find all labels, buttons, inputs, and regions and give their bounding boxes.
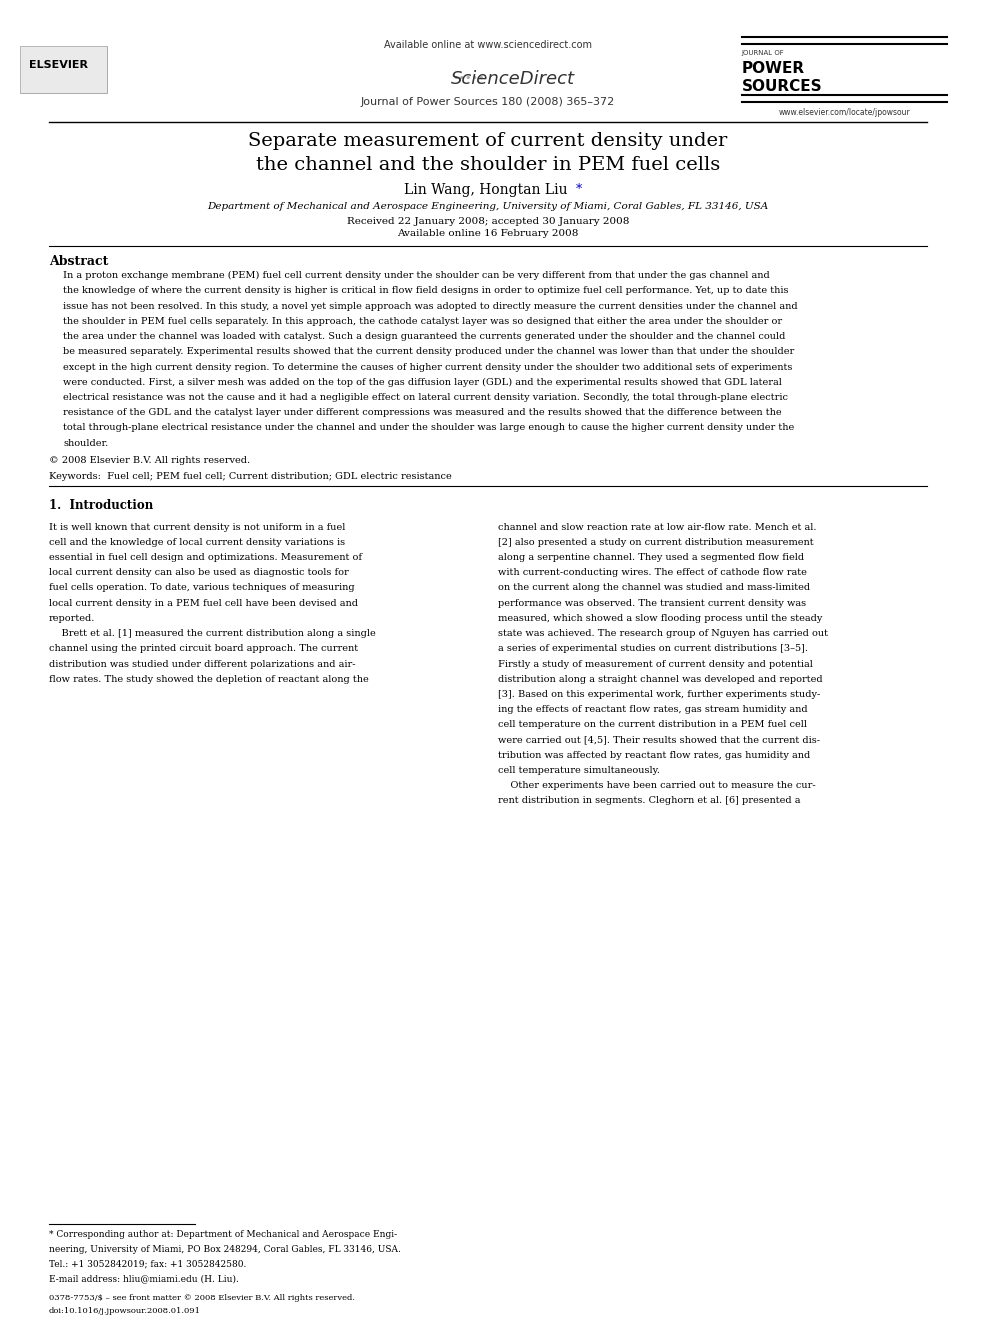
- Text: channel using the printed circuit board approach. The current: channel using the printed circuit board …: [49, 644, 358, 654]
- Text: Department of Mechanical and Aerospace Engineering, University of Miami, Coral G: Department of Mechanical and Aerospace E…: [207, 202, 769, 212]
- Text: be measured separately. Experimental results showed that the current density pro: be measured separately. Experimental res…: [63, 347, 795, 356]
- Bar: [20, 46, 107, 93]
- Text: a series of experimental studies on current distributions [3–5].: a series of experimental studies on curr…: [498, 644, 807, 654]
- Text: channel and slow reaction rate at low air-flow rate. Mench et al.: channel and slow reaction rate at low ai…: [498, 523, 816, 532]
- Bar: [20, 46, 107, 93]
- Text: ScienceDirect: ScienceDirect: [450, 70, 574, 89]
- Text: Lin Wang, Hongtan Liu: Lin Wang, Hongtan Liu: [404, 183, 572, 197]
- Text: SOURCES: SOURCES: [742, 79, 822, 94]
- Text: with current-conducting wires. The effect of cathode flow rate: with current-conducting wires. The effec…: [498, 568, 806, 577]
- Text: Available online at www.sciencedirect.com: Available online at www.sciencedirect.co…: [384, 40, 592, 50]
- Text: local current density in a PEM fuel cell have been devised and: local current density in a PEM fuel cell…: [49, 598, 358, 607]
- Text: ELSEVIER: ELSEVIER: [29, 60, 88, 70]
- Text: tribution was affected by reactant flow rates, gas humidity and: tribution was affected by reactant flow …: [498, 750, 810, 759]
- Text: Tel.: +1 3052842019; fax: +1 3052842580.: Tel.: +1 3052842019; fax: +1 3052842580.: [49, 1259, 246, 1269]
- Text: * Corresponding author at: Department of Mechanical and Aerospace Engi-: * Corresponding author at: Department of…: [49, 1230, 397, 1240]
- Text: [3]. Based on this experimental work, further experiments study-: [3]. Based on this experimental work, fu…: [498, 689, 820, 699]
- Text: the knowledge of where the current density is higher is critical in flow field d: the knowledge of where the current densi…: [63, 286, 789, 295]
- Text: Firstly a study of measurement of current density and potential: Firstly a study of measurement of curren…: [498, 659, 812, 668]
- Text: fuel cells operation. To date, various techniques of measuring: fuel cells operation. To date, various t…: [49, 583, 354, 593]
- Text: cell temperature simultaneously.: cell temperature simultaneously.: [498, 766, 660, 775]
- Text: neering, University of Miami, PO Box 248294, Coral Gables, FL 33146, USA.: neering, University of Miami, PO Box 248…: [49, 1245, 401, 1254]
- Text: distribution along a straight channel was developed and reported: distribution along a straight channel wa…: [498, 675, 822, 684]
- Text: issue has not been resolved. In this study, a novel yet simple approach was adop: issue has not been resolved. In this stu…: [63, 302, 799, 311]
- Text: performance was observed. The transient current density was: performance was observed. The transient …: [498, 598, 806, 607]
- Text: shoulder.: shoulder.: [63, 438, 109, 447]
- Text: resistance of the GDL and the catalyst layer under different compressions was me: resistance of the GDL and the catalyst l…: [63, 407, 782, 417]
- Text: state was achieved. The research group of Nguyen has carried out: state was achieved. The research group o…: [498, 628, 828, 638]
- Text: essential in fuel cell design and optimizations. Measurement of: essential in fuel cell design and optimi…: [49, 553, 362, 562]
- Text: were carried out [4,5]. Their results showed that the current dis-: were carried out [4,5]. Their results sh…: [498, 736, 819, 745]
- Text: Received 22 January 2008; accepted 30 January 2008: Received 22 January 2008; accepted 30 Ja…: [347, 217, 629, 226]
- Text: the shoulder in PEM fuel cells separately. In this approach, the cathode catalys: the shoulder in PEM fuel cells separatel…: [63, 316, 783, 325]
- Text: Keywords:  Fuel cell; PEM fuel cell; Current distribution; GDL electric resistan: Keywords: Fuel cell; PEM fuel cell; Curr…: [49, 472, 451, 482]
- Text: were conducted. First, a silver mesh was added on the top of the gas diffusion l: were conducted. First, a silver mesh was…: [63, 377, 783, 386]
- Text: [2] also presented a study on current distribution measurement: [2] also presented a study on current di…: [498, 537, 813, 546]
- Text: distribution was studied under different polarizations and air-: distribution was studied under different…: [49, 659, 355, 668]
- Text: the area under the channel was loaded with catalyst. Such a design guaranteed th: the area under the channel was loaded wi…: [63, 332, 786, 341]
- Text: except in the high current density region. To determine the causes of higher cur: except in the high current density regio…: [63, 363, 793, 372]
- Text: 1.  Introduction: 1. Introduction: [49, 499, 153, 512]
- Text: cell temperature on the current distribution in a PEM fuel cell: cell temperature on the current distribu…: [498, 720, 806, 729]
- Text: rent distribution in segments. Cleghorn et al. [6] presented a: rent distribution in segments. Cleghorn …: [498, 796, 801, 806]
- Text: doi:10.1016/j.jpowsour.2008.01.091: doi:10.1016/j.jpowsour.2008.01.091: [49, 1307, 200, 1315]
- Text: In a proton exchange membrane (PEM) fuel cell current density under the shoulder: In a proton exchange membrane (PEM) fuel…: [63, 271, 770, 280]
- Text: Other experiments have been carried out to measure the cur-: Other experiments have been carried out …: [498, 781, 815, 790]
- Text: 0378-7753/$ – see front matter © 2008 Elsevier B.V. All rights reserved.: 0378-7753/$ – see front matter © 2008 El…: [49, 1294, 355, 1302]
- Text: electrical resistance was not the cause and it had a negligible effect on latera: electrical resistance was not the cause …: [63, 393, 789, 402]
- Text: •••••: •••••: [452, 73, 485, 83]
- Text: JOURNAL OF: JOURNAL OF: [742, 50, 785, 57]
- Text: © 2008 Elsevier B.V. All rights reserved.: © 2008 Elsevier B.V. All rights reserved…: [49, 456, 250, 466]
- Text: flow rates. The study showed the depletion of reactant along the: flow rates. The study showed the depleti…: [49, 675, 369, 684]
- Text: local current density can also be used as diagnostic tools for: local current density can also be used a…: [49, 568, 348, 577]
- Text: Brett et al. [1] measured the current distribution along a single: Brett et al. [1] measured the current di…: [49, 628, 376, 638]
- Text: on the current along the channel was studied and mass-limited: on the current along the channel was stu…: [498, 583, 810, 593]
- Text: cell and the knowledge of local current density variations is: cell and the knowledge of local current …: [49, 537, 345, 546]
- Text: Available online 16 February 2008: Available online 16 February 2008: [398, 229, 578, 238]
- Text: measured, which showed a slow flooding process until the steady: measured, which showed a slow flooding p…: [498, 614, 822, 623]
- Text: Abstract: Abstract: [49, 255, 108, 269]
- Text: It is well known that current density is not uniform in a fuel: It is well known that current density is…: [49, 523, 345, 532]
- Text: www.elsevier.com/locate/jpowsour: www.elsevier.com/locate/jpowsour: [779, 108, 911, 118]
- Text: total through-plane electrical resistance under the channel and under the should: total through-plane electrical resistanc…: [63, 423, 795, 433]
- Text: Separate measurement of current density under
the channel and the shoulder in PE: Separate measurement of current density …: [248, 132, 728, 173]
- Text: ing the effects of reactant flow rates, gas stream humidity and: ing the effects of reactant flow rates, …: [498, 705, 807, 714]
- Text: POWER: POWER: [742, 61, 806, 75]
- Text: reported.: reported.: [49, 614, 95, 623]
- Text: along a serpentine channel. They used a segmented flow field: along a serpentine channel. They used a …: [498, 553, 804, 562]
- Text: Journal of Power Sources 180 (2008) 365–372: Journal of Power Sources 180 (2008) 365–…: [361, 97, 615, 107]
- Text: *: *: [576, 183, 582, 196]
- Text: E-mail address: hliu@miami.edu (H. Liu).: E-mail address: hliu@miami.edu (H. Liu).: [49, 1274, 239, 1283]
